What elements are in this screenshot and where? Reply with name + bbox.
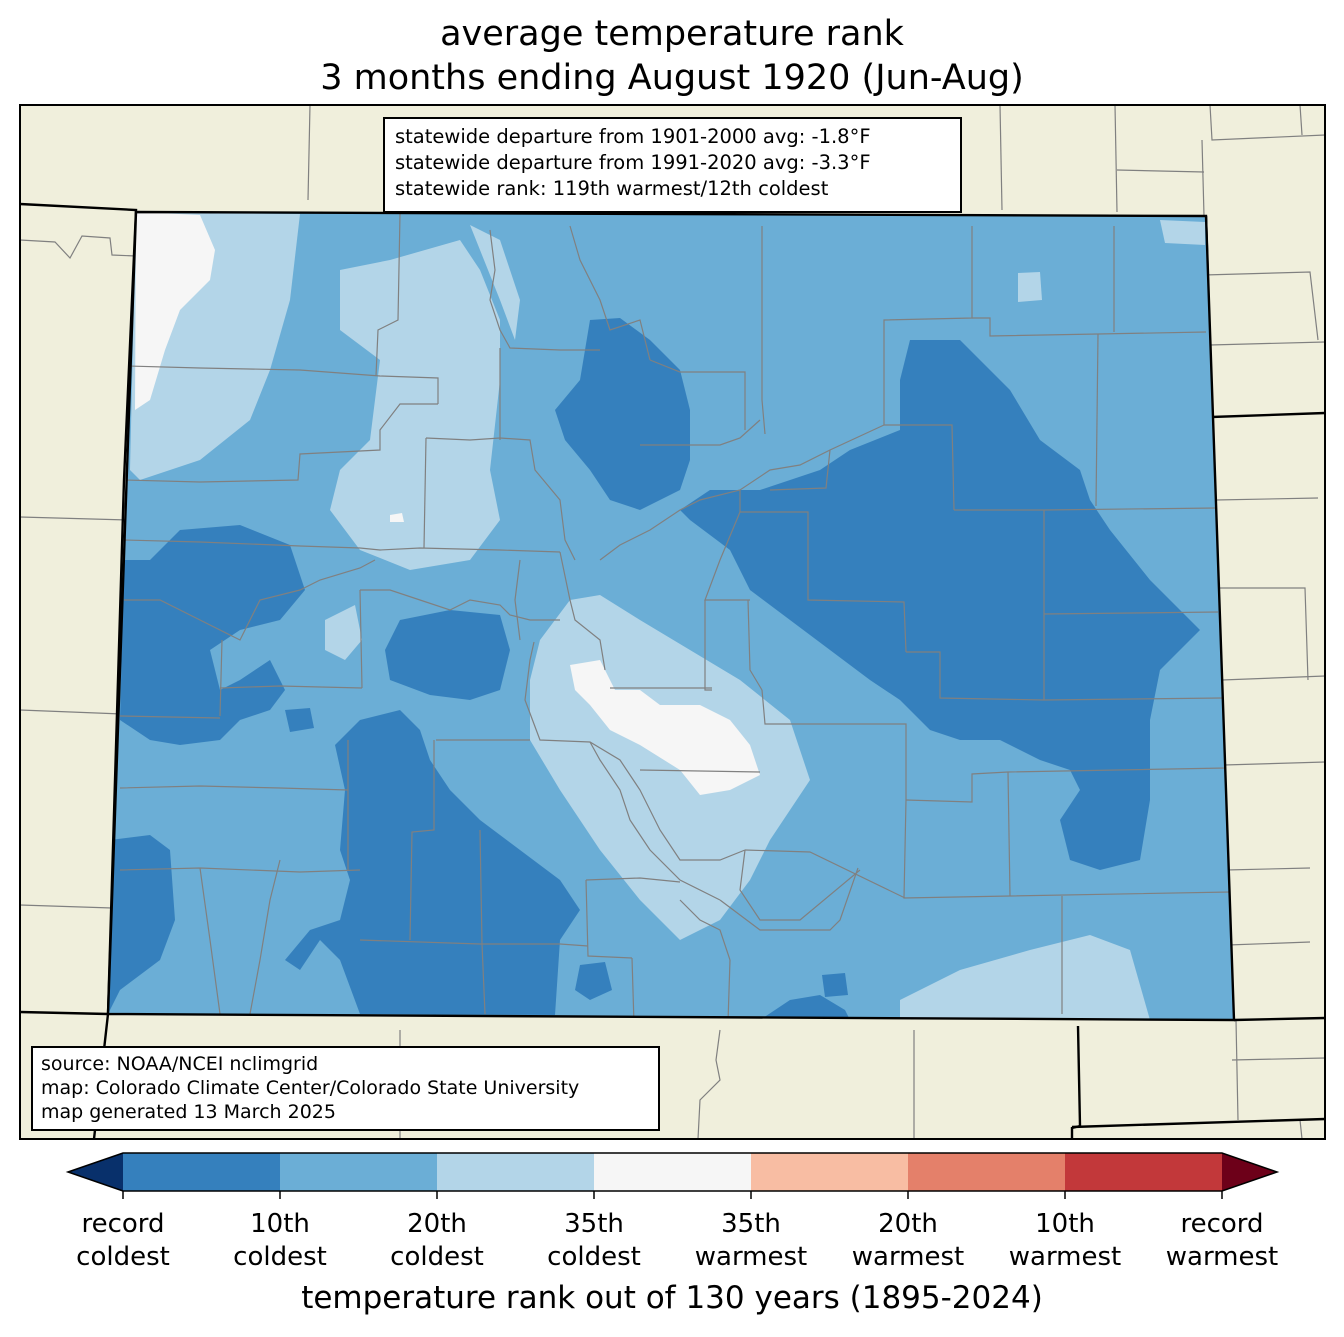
map-credit-line: map: Colorado Climate Center/Colorado St… bbox=[41, 1077, 580, 1099]
map-frame-border bbox=[19, 104, 1326, 1140]
tick-label-line1: record bbox=[81, 1209, 165, 1239]
colorbar-extend-coldest bbox=[68, 1153, 123, 1191]
tick-label-line2: warmest bbox=[1008, 1242, 1122, 1272]
rank-region-35th-warmest bbox=[135, 212, 760, 795]
tick-label-line2: coldest bbox=[233, 1242, 327, 1272]
departure-1901-2000: statewide departure from 1901-2000 avg: … bbox=[395, 125, 871, 148]
statewide-stats-box: statewide departure from 1901-2000 avg: … bbox=[383, 117, 962, 213]
colorbar-segment bbox=[280, 1153, 438, 1191]
tick-label-line1: 10th bbox=[250, 1209, 310, 1239]
generated-date-line: map generated 13 March 2025 bbox=[41, 1101, 336, 1123]
tick-label-line1: 35th bbox=[564, 1209, 624, 1239]
colorbar-tick-label: 20th coldest bbox=[367, 1208, 507, 1274]
source-line: source: NOAA/NCEI nclimgrid bbox=[41, 1053, 319, 1075]
colorado-county-lines bbox=[119, 213, 1231, 1020]
map-title-line2: 3 months ending August 1920 (Jun-Aug) bbox=[320, 58, 1024, 98]
colorbar-tick-label: 20th warmest bbox=[838, 1208, 978, 1274]
tick-label-line2: warmest bbox=[1165, 1242, 1279, 1272]
map-title-line1: average temperature rank bbox=[440, 14, 904, 54]
colorbar-segment bbox=[437, 1153, 595, 1191]
colorbar-label: temperature rank out of 130 years (1895-… bbox=[301, 1280, 1043, 1316]
colorbar-segment bbox=[908, 1153, 1066, 1191]
tick-label-line2: warmest bbox=[851, 1242, 965, 1272]
colorbar-segment bbox=[1065, 1153, 1223, 1191]
colorbar-tick-label: 10th coldest bbox=[210, 1208, 350, 1274]
colorbar-tick-label: 10th warmest bbox=[995, 1208, 1135, 1274]
tick-label-line1: 10th bbox=[1035, 1209, 1095, 1239]
colorbar-extend-warmest bbox=[1222, 1153, 1277, 1191]
tick-label-line2: coldest bbox=[76, 1242, 170, 1272]
colorbar-tick-label: 35th coldest bbox=[524, 1208, 664, 1274]
colorbar-segment bbox=[123, 1153, 281, 1191]
colorbar-segment bbox=[594, 1153, 752, 1191]
colorado-outline bbox=[106, 210, 1236, 1022]
colorbar-tick-label: record coldest bbox=[53, 1208, 193, 1274]
colorbar bbox=[65, 1152, 1280, 1199]
tick-label-line2: coldest bbox=[390, 1242, 484, 1272]
colorado-rank-fill bbox=[108, 212, 1234, 1020]
colorbar-segment bbox=[751, 1153, 909, 1191]
tick-label-line1: record bbox=[1180, 1209, 1264, 1239]
source-box: source: NOAA/NCEI nclimgrid map: Colorad… bbox=[31, 1046, 660, 1131]
rank-region-10th-coldest bbox=[108, 318, 1200, 1020]
departure-1991-2020: statewide departure from 1991-2020 avg: … bbox=[395, 151, 871, 174]
colorbar-tick-label: 35th warmest bbox=[681, 1208, 821, 1274]
tick-label-line1: 35th bbox=[721, 1209, 781, 1239]
tick-label-line1: 20th bbox=[878, 1209, 938, 1239]
tick-label-line1: 20th bbox=[407, 1209, 467, 1239]
statewide-rank: statewide rank: 119th warmest/12th colde… bbox=[395, 177, 829, 200]
tick-label-line2: coldest bbox=[547, 1242, 641, 1272]
neighbor-county-lines bbox=[20, 105, 1325, 1139]
tick-label-line2: warmest bbox=[694, 1242, 808, 1272]
colorbar-tick-label: record warmest bbox=[1152, 1208, 1292, 1274]
